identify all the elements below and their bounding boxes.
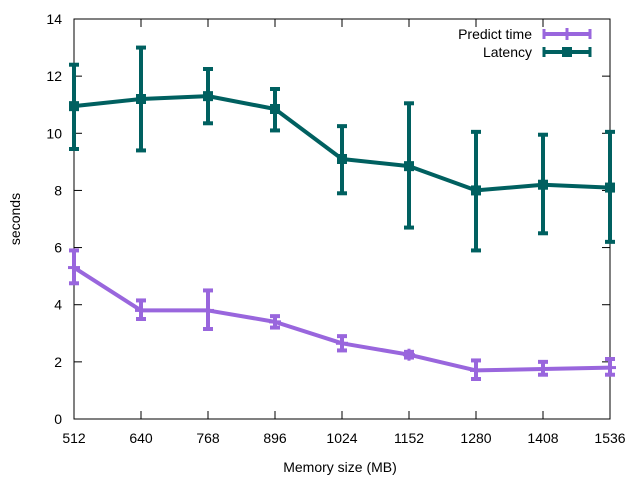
data-point (203, 91, 213, 102)
series-latency (69, 45, 615, 253)
data-point (337, 154, 347, 164)
legend-marker-predict-time (561, 28, 573, 40)
data-point (538, 179, 548, 190)
series-predict-time (68, 248, 616, 381)
data-point (270, 104, 280, 114)
data-point (336, 337, 348, 350)
x-tick-label: 896 (263, 430, 287, 446)
data-point (403, 348, 415, 361)
y-tick-label: 4 (54, 297, 62, 313)
data-point (68, 261, 80, 274)
x-tick-label: 1536 (594, 430, 625, 446)
series-line-predict-time (72, 265, 611, 373)
plot-frame (73, 18, 611, 420)
y-tick-label: 12 (46, 68, 62, 84)
y-tick-label: 10 (46, 125, 62, 141)
x-tick-label: 512 (62, 430, 86, 446)
x-tick-label: 1024 (326, 430, 357, 446)
legend-label-latency: Latency (483, 44, 532, 60)
legend-marker-latency (562, 47, 572, 57)
data-point (135, 304, 147, 317)
y-axis-label: seconds (7, 193, 23, 245)
legend: Predict time Latency (458, 26, 592, 60)
data-point (202, 304, 214, 317)
y-tick-label: 0 (54, 411, 62, 427)
y-tick-label: 6 (54, 240, 62, 256)
x-tick-label: 768 (196, 430, 220, 446)
x-tick-label: 1280 (460, 430, 491, 446)
y-tick-label: 2 (54, 354, 62, 370)
data-point (136, 94, 146, 104)
data-point (69, 101, 79, 112)
data-point (537, 363, 549, 375)
x-tick-label: 640 (129, 430, 153, 446)
axes: 0 2 4 6 8 10 12 14 512 640 768 896 1024 1152 1280 1408 1… (46, 11, 625, 446)
data-point (604, 361, 616, 374)
x-tick-label: 1152 (394, 430, 424, 446)
data-point (471, 185, 481, 196)
series-layer (68, 45, 616, 381)
data-point (404, 161, 414, 172)
data-point (269, 315, 281, 328)
legend-label-predict-time: Predict time (458, 26, 532, 42)
x-tick-label: 1408 (527, 430, 558, 446)
y-tick-label: 8 (54, 182, 62, 198)
x-axis-label: Memory size (MB) (283, 459, 397, 475)
y-tick-label: 14 (46, 11, 62, 27)
data-point (470, 364, 482, 377)
data-point (605, 182, 615, 193)
